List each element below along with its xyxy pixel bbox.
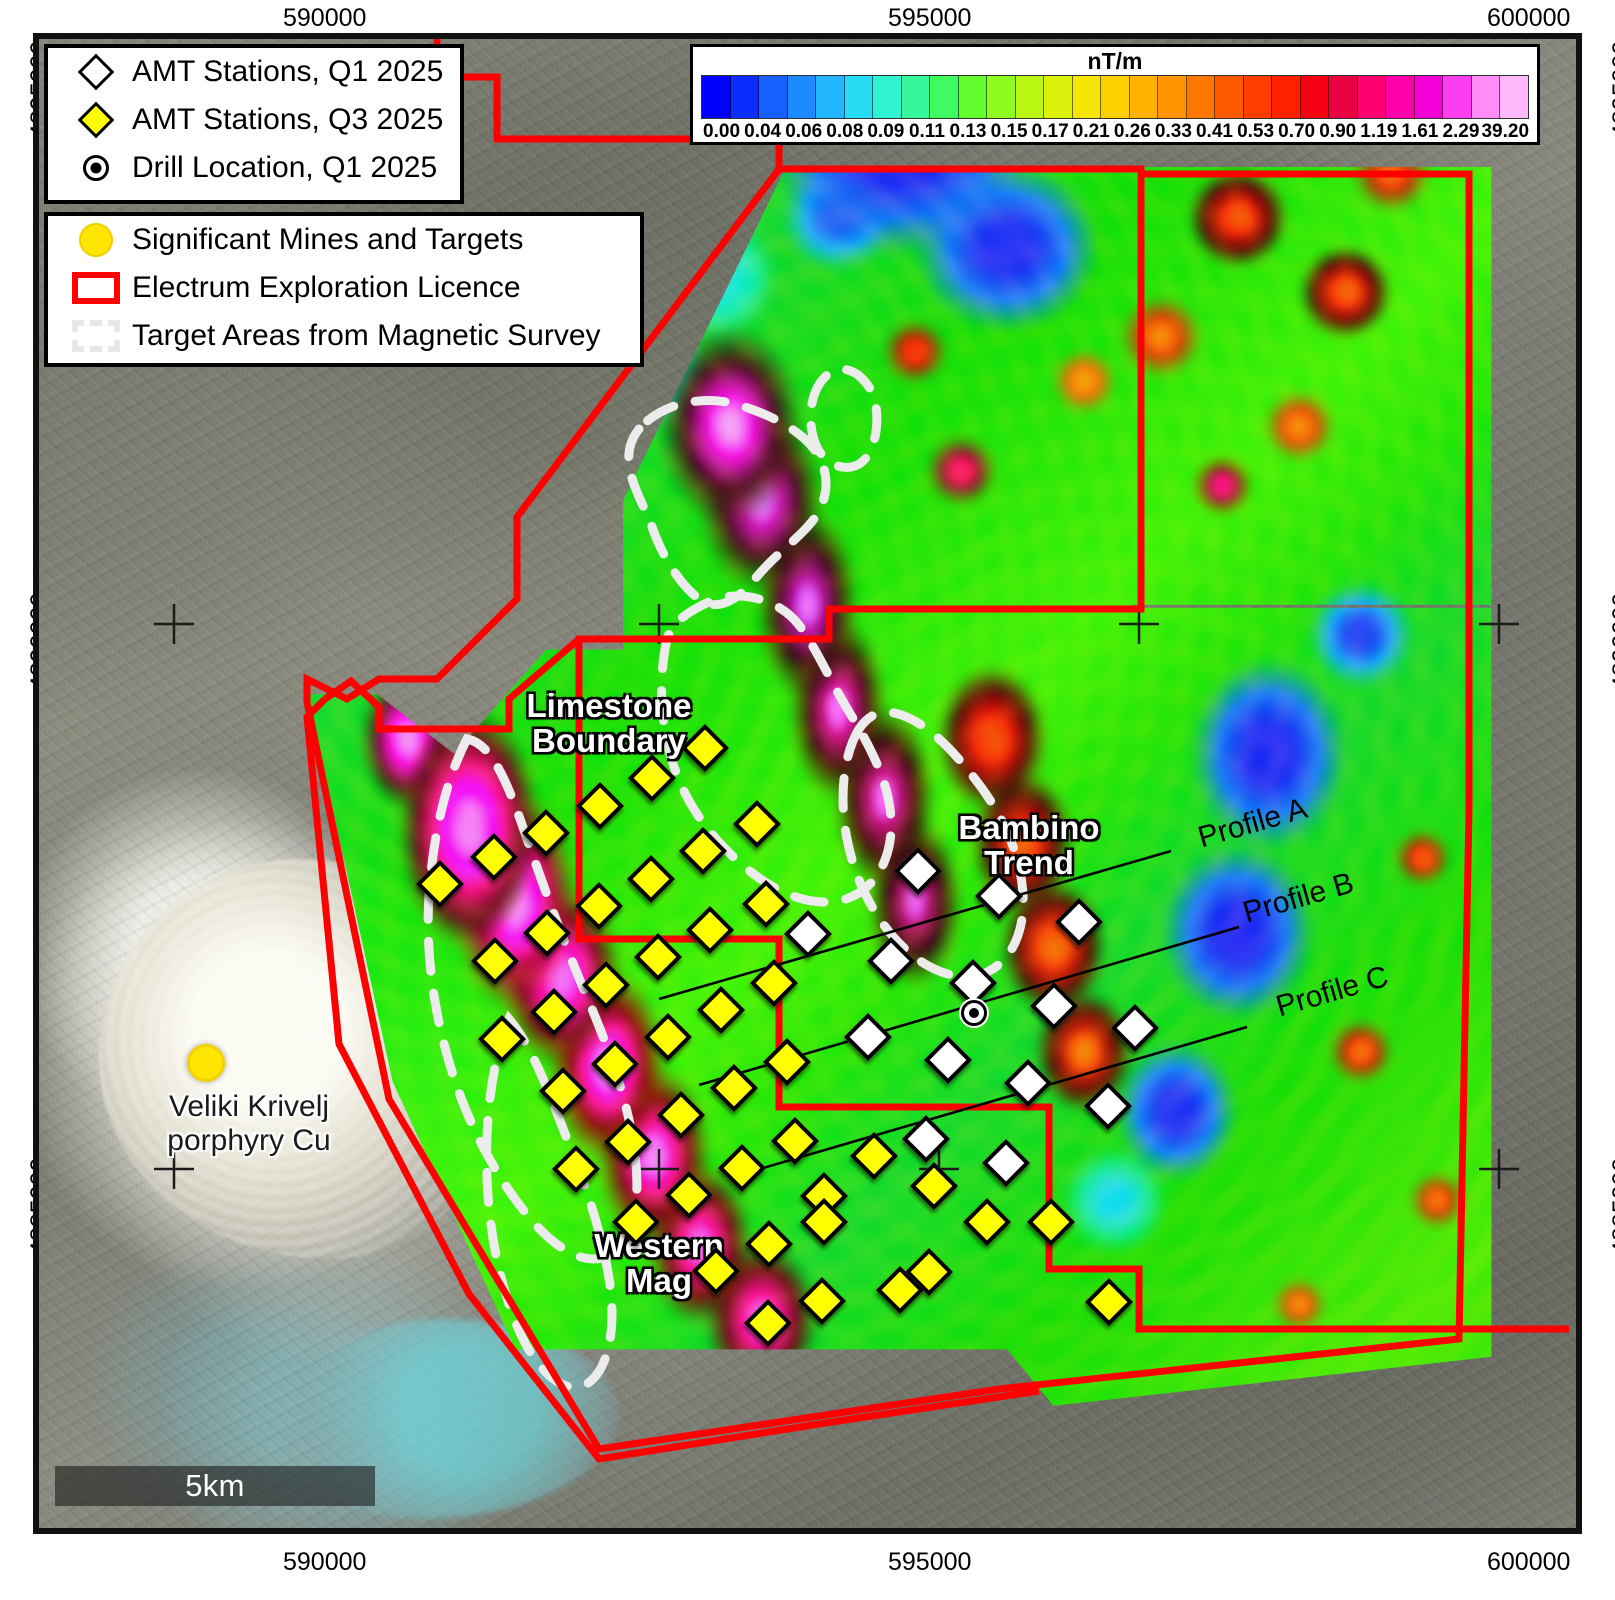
colorbar-tick-4: 0.09 [867,121,905,142]
legend-label-licence: Electrum Exploration Licence [132,271,521,304]
colorbar-cell-25 [1414,76,1444,118]
colorbar-cell-15 [1129,76,1159,118]
colorbar-tick-1: 0.04 [744,121,782,142]
vector-overlays [154,39,1569,1463]
colorbar-tick-8: 0.17 [1031,121,1069,142]
colorbar-cell-11 [1015,76,1045,118]
legend-label-q3-stations: AMT Stations, Q3 2025 [132,103,444,136]
dashed-rect-icon [66,320,126,352]
x-tick-600000-bottom: 600000 [1487,1548,1571,1576]
colorbar-tick-12: 0.41 [1195,121,1233,142]
yellow-circle-icon [66,223,126,257]
y-tick-4890000-right: 4890000 [1608,592,1615,690]
colorbar-cell-1 [730,76,760,118]
colorbar-cell-21 [1300,76,1330,118]
x-tick-590000: 590000 [283,4,367,32]
drill-location-marker[interactable] [961,1000,987,1026]
colorbar-cell-5 [844,76,874,118]
red-rect-icon [66,272,126,304]
x-tick-590000-bottom: 590000 [283,1548,367,1576]
legend-row-q3-stations: AMT Stations, Q3 2025 [48,96,460,144]
colorbar-cell-27 [1471,76,1501,118]
colorbar-cell-24 [1386,76,1415,118]
colorbar-tick-10: 0.26 [1113,121,1151,142]
colorbar-tick-3: 0.08 [826,121,864,142]
colorbar-cell-2 [759,76,788,118]
colorbar-tick-17: 1.61 [1401,121,1439,142]
colorbar-cell-10 [987,76,1016,118]
colorbar-cell-8 [930,76,959,118]
colorbar-cell-12 [1044,76,1073,118]
colorbar-cell-22 [1329,76,1358,118]
colorbar-tick-0: 0.00 [703,121,741,142]
colorbar-cell-0 [702,76,731,118]
legend-row-q1-stations: AMT Stations, Q1 2025 [48,48,460,96]
colorbar-tick-7: 0.15 [990,121,1028,142]
legend-row-drill-location: Drill Location, Q1 2025 [48,144,460,192]
colorbar-cell-13 [1072,76,1102,118]
colorbar-tick-6: 0.13 [949,121,987,142]
colorbar-tick-5: 0.11 [908,121,945,142]
colorbar-tick-14: 0.70 [1278,121,1316,142]
circle-dot-icon [66,155,126,181]
colorbar-ticks: 0.00 0.04 0.06 0.08 0.09 0.11 0.13 0.15 0.17 0.21… [701,121,1529,143]
colorbar-cell-14 [1101,76,1130,118]
y-tick-4885000-right: 4885000 [1608,1157,1615,1255]
legend-label-q1-stations: AMT Stations, Q1 2025 [132,55,444,88]
legend-label-drill-location: Drill Location, Q1 2025 [132,151,438,184]
colorbar-tick-16: 1.19 [1360,121,1398,142]
colorbar-tick-2: 0.06 [785,121,823,142]
colorbar-cell-18 [1215,76,1244,118]
target-area-outlines [423,364,1028,1392]
profile-line-c [738,1025,1248,1177]
legend-row-licence: Electrum Exploration Licence [48,264,640,312]
colorbar-cell-26 [1443,76,1472,118]
legend-row-mines-targets: Significant Mines and Targets [48,216,640,264]
legend-label-mines-targets: Significant Mines and Targets [132,223,524,256]
legend-areas: Significant Mines and Targets Electrum E… [44,212,644,367]
scale-bar: 5km [55,1466,375,1506]
colorbar-cell-28 [1500,76,1528,118]
y-tick-4895000-right: 4895000 [1608,40,1615,138]
x-tick-600000: 600000 [1487,4,1571,32]
colorbar-tick-19: 39.20 [1481,121,1530,142]
colorbar-tick-18: 2.29 [1442,121,1480,142]
colorbar-cell-7 [901,76,931,118]
colorbar-cell-17 [1186,76,1216,118]
x-tick-595000: 595000 [888,4,972,32]
colorbar-cell-16 [1158,76,1187,118]
colorbar: nT/m 0.00 0.04 0.06 0.08 0.09 0.11 0.13 0.15 0.1… [690,44,1540,145]
colorbar-tick-15: 0.90 [1319,121,1357,142]
yellow-diamond-icon [66,101,126,139]
exploration-licence-boundary [303,39,1569,1453]
profile-line-a [658,849,1172,1001]
licence-outline-detail [303,636,1040,1463]
colorbar-cell-6 [873,76,902,118]
colorbar-title: nT/m [1087,48,1143,74]
legend-label-target-areas: Target Areas from Magnetic Survey [132,319,601,352]
colorbar-tick-11: 0.33 [1154,121,1192,142]
x-tick-595000-bottom: 595000 [888,1548,972,1576]
colorbar-strip [701,75,1529,119]
colorbar-cell-23 [1357,76,1387,118]
colorbar-tick-13: 0.53 [1237,121,1275,142]
legend-row-target-areas: Target Areas from Magnetic Survey [48,312,640,360]
colorbar-cell-9 [958,76,988,118]
mine-marker-veliki-krivelj[interactable] [187,1044,225,1082]
colorbar-tick-9: 0.21 [1072,121,1110,142]
colorbar-cell-19 [1243,76,1273,118]
colorbar-cell-3 [787,76,817,118]
white-diamond-icon [66,53,126,91]
colorbar-cell-4 [816,76,845,118]
legend-stations: AMT Stations, Q1 2025 AMT Stations, Q3 2… [44,44,464,204]
mine-label-veliki-krivelj: Veliki Krivelj porphyry Cu [167,1090,331,1157]
colorbar-cell-20 [1272,76,1301,118]
